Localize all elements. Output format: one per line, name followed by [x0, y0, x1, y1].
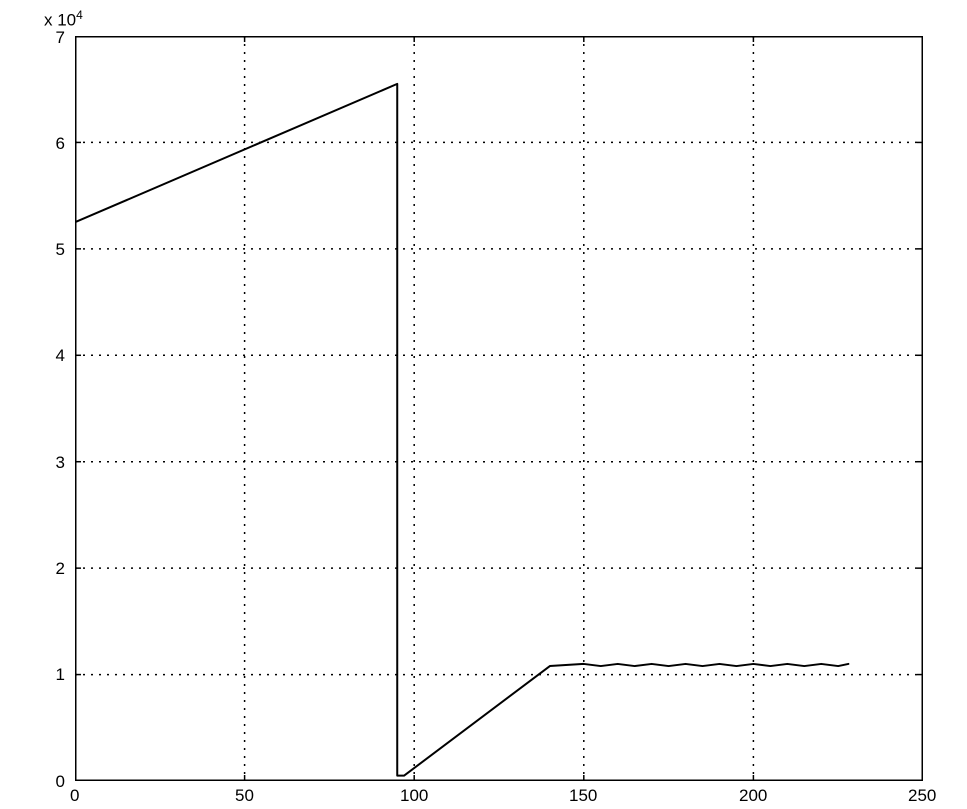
- y-tick-label: 3: [56, 453, 65, 473]
- y-tick-label: 6: [56, 134, 65, 154]
- x-tick-label: 200: [739, 786, 767, 806]
- y-tick-label: 1: [56, 665, 65, 685]
- plot-area: [75, 36, 923, 781]
- y-tick-label: 4: [56, 346, 65, 366]
- y-tick-label: 7: [56, 28, 65, 48]
- y-tick-label: 2: [56, 559, 65, 579]
- x-tick-label: 150: [569, 786, 597, 806]
- x-tick-label: 50: [235, 786, 254, 806]
- x-tick-label: 250: [908, 786, 936, 806]
- y-tick-label: 5: [56, 240, 65, 260]
- y-exponent-text: x 10: [44, 11, 76, 30]
- x-tick-label: 100: [400, 786, 428, 806]
- y-tick-label: 0: [56, 772, 65, 792]
- x-tick-label: 0: [70, 786, 79, 806]
- y-exponent-sup: 4: [76, 8, 83, 22]
- figure: x 104 7 6 5 4 3 2 1 0 0 50 100 150 200 2…: [0, 0, 967, 809]
